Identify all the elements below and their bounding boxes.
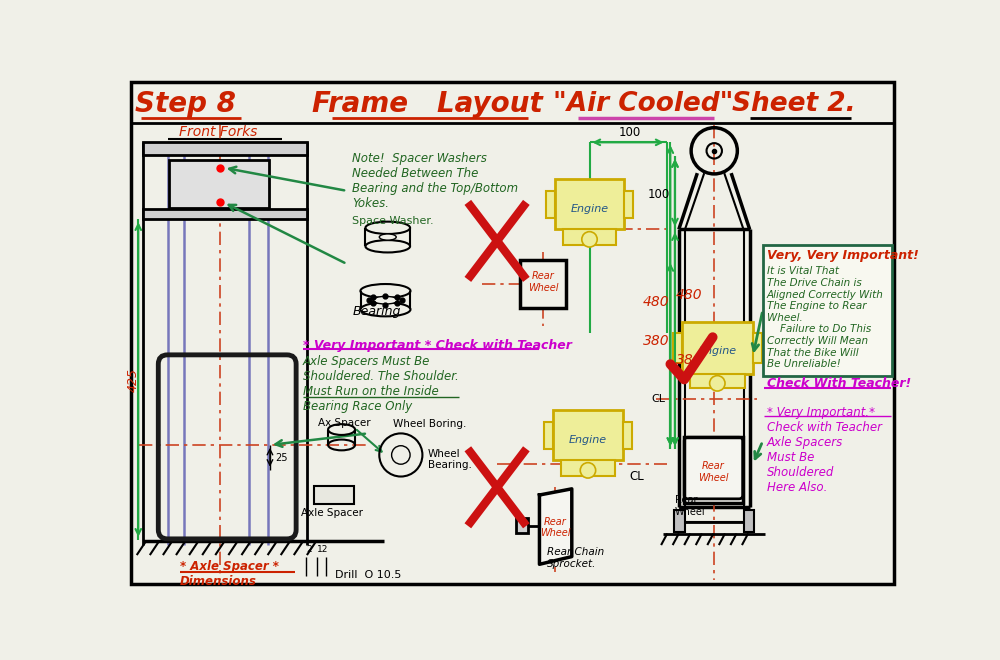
Text: Rear
Wheel: Rear Wheel	[540, 517, 570, 538]
Text: Sheet 2.: Sheet 2.	[732, 91, 855, 117]
Text: CL: CL	[630, 471, 644, 483]
Text: CL: CL	[651, 394, 665, 404]
Bar	[753, 333, 762, 362]
Text: * Very Important.*
Check with Teacher
Axle Spacers
Must Be
Shouldered
Here Also.: * Very Important.* Check with Teacher Ax…	[767, 407, 882, 494]
Text: Engine: Engine	[570, 203, 609, 214]
Text: 12: 12	[317, 545, 328, 554]
Text: Frame   Layout: Frame Layout	[312, 90, 543, 118]
Text: Very, Very Important!: Very, Very Important!	[767, 249, 918, 261]
Text: 380: 380	[676, 353, 702, 367]
Text: 480: 480	[643, 296, 670, 310]
Bar	[169, 160, 269, 208]
Text: Front Forks: Front Forks	[179, 125, 258, 139]
Bar	[143, 209, 307, 219]
Circle shape	[582, 232, 597, 247]
Text: Rear
Wheel: Rear Wheel	[528, 271, 559, 292]
Bar	[314, 486, 354, 504]
Text: 25: 25	[275, 453, 288, 463]
Circle shape	[710, 376, 725, 391]
Text: 425: 425	[127, 368, 140, 391]
Text: * Very Important * Check with Teacher: * Very Important * Check with Teacher	[303, 339, 572, 352]
Circle shape	[392, 446, 410, 464]
Bar	[744, 510, 754, 532]
Text: Check With Teacher!: Check With Teacher!	[767, 378, 911, 390]
Bar	[561, 461, 615, 476]
Circle shape	[580, 463, 596, 478]
Text: Wheel Boring.: Wheel Boring.	[393, 419, 467, 429]
Text: Axle Spacer: Axle Spacer	[301, 508, 363, 518]
Bar	[553, 411, 623, 461]
Text: * Axle Spacer *
Dimensions: * Axle Spacer * Dimensions	[180, 560, 279, 589]
Bar	[682, 322, 753, 374]
Bar	[624, 191, 633, 218]
Text: "Air Cooled": "Air Cooled"	[553, 91, 734, 117]
Bar	[690, 374, 745, 388]
Bar	[763, 245, 892, 376]
Text: Drill  O 10.5: Drill O 10.5	[335, 570, 402, 580]
Text: 480: 480	[676, 288, 702, 302]
Text: Ax Spacer: Ax Spacer	[318, 418, 371, 428]
Text: Rear
Wheel: Rear Wheel	[698, 461, 729, 482]
Text: It is Vital That
The Drive Chain is
Aligned Correctly With
The Engine to Rear
Wh: It is Vital That The Drive Chain is Alig…	[767, 267, 883, 369]
Ellipse shape	[373, 296, 398, 304]
Bar	[516, 518, 528, 533]
Text: Bearing: Bearing	[352, 305, 401, 318]
Text: Rear Chain
Sprocket.: Rear Chain Sprocket.	[547, 547, 604, 569]
Text: Step 8: Step 8	[135, 90, 236, 118]
Bar	[143, 143, 307, 154]
Text: 100: 100	[647, 188, 670, 201]
Bar	[544, 422, 553, 449]
Text: Rear
Wheel: Rear Wheel	[675, 495, 706, 517]
Text: Engine: Engine	[698, 346, 736, 356]
Text: 2: 2	[306, 545, 312, 554]
Text: 380: 380	[643, 334, 670, 348]
Bar	[684, 437, 743, 503]
Bar	[520, 260, 566, 308]
Bar	[673, 333, 682, 362]
Bar	[546, 191, 555, 218]
Text: Axle Spacers Must Be
Shouldered. The Shoulder.
Must Run on the Inside
Bearing Ra: Axle Spacers Must Be Shouldered. The Sho…	[303, 355, 459, 413]
Text: 100: 100	[618, 126, 641, 139]
Bar	[563, 230, 616, 245]
Bar	[674, 510, 685, 532]
Text: Engine: Engine	[569, 434, 607, 445]
Ellipse shape	[379, 234, 396, 240]
Text: Note!  Spacer Washers
Needed Between The
Bearing and the Top/Bottom
Yokes.: Note! Spacer Washers Needed Between The …	[352, 152, 518, 211]
Text: Wheel
Bearing.: Wheel Bearing.	[428, 449, 472, 471]
Polygon shape	[539, 489, 572, 564]
Bar	[555, 180, 624, 230]
Bar	[623, 422, 632, 449]
Text: Space Washer.: Space Washer.	[352, 216, 434, 226]
